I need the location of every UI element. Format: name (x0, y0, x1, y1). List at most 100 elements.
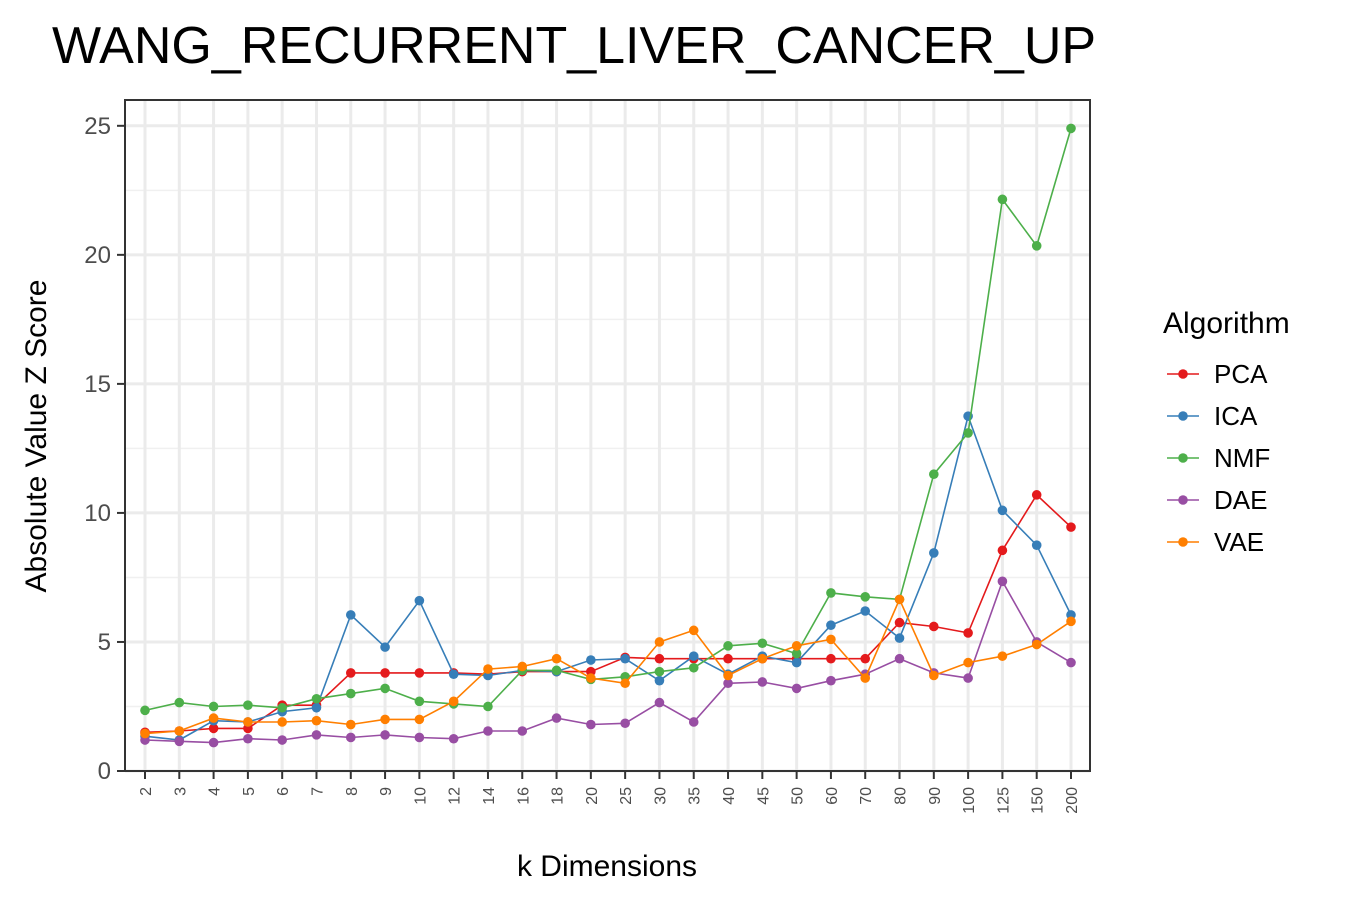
data-point (311, 715, 322, 726)
x-tick-label: 35 (687, 787, 704, 805)
y-axis-title: Absolute Value Z Score (20, 280, 53, 593)
x-tick-label: 25 (618, 787, 635, 805)
data-point (860, 653, 871, 664)
legend-item-pca: PCA (1167, 359, 1268, 389)
data-point (1066, 522, 1076, 532)
x-tick-label: 16 (515, 787, 532, 805)
data-point (586, 719, 596, 730)
data-point (723, 653, 733, 664)
x-tick-label: 9 (378, 787, 395, 796)
data-point (620, 718, 630, 729)
series-pca (140, 490, 1076, 738)
data-point (243, 700, 253, 710)
legend-label: NMF (1214, 443, 1270, 473)
data-point (448, 696, 459, 707)
data-point (791, 683, 802, 694)
data-point (380, 683, 390, 694)
data-point (757, 653, 768, 664)
x-tick-label: 100 (961, 787, 978, 814)
data-point (997, 505, 1008, 516)
data-point (448, 669, 459, 680)
x-tick-label: 12 (447, 787, 464, 805)
data-point (620, 653, 630, 664)
data-point (243, 733, 253, 744)
data-point (894, 617, 905, 628)
data-point (380, 668, 390, 678)
data-point (860, 606, 871, 616)
data-point (277, 702, 287, 713)
data-point (483, 726, 493, 736)
data-point (894, 633, 905, 643)
y-tick-label: 5 (98, 629, 111, 656)
data-point (929, 548, 939, 558)
legend-key-point (1178, 369, 1188, 379)
data-point (311, 693, 322, 704)
data-point (1066, 616, 1076, 627)
data-point (551, 653, 562, 664)
data-point (654, 653, 665, 664)
data-point (208, 701, 219, 712)
data-point (208, 737, 219, 748)
data-point (791, 641, 802, 651)
data-point (174, 697, 185, 708)
data-point (243, 717, 253, 727)
data-point (277, 735, 287, 745)
data-point (688, 662, 699, 673)
x-tick-label: 18 (550, 787, 567, 805)
legend-key-point (1178, 411, 1188, 421)
x-tick-label: 20 (584, 787, 601, 805)
x-axis: 2 3 4 5 6 7 8 9 10 12 14 16 18 20 25 30 35 40 45 50 60 70 80 90… (138, 771, 1081, 814)
data-point (757, 677, 768, 687)
data-point (826, 620, 836, 630)
data-point (826, 675, 836, 686)
data-point (140, 705, 150, 716)
series-layer (140, 123, 1076, 748)
data-point (380, 642, 390, 652)
series-line (144, 493, 1072, 734)
legend-item-ica: ICA (1167, 401, 1258, 431)
data-point (826, 588, 836, 598)
x-tick-label: 60 (824, 787, 841, 805)
x-tick-label: 80 (893, 787, 910, 805)
legend-label: PCA (1214, 359, 1268, 389)
data-point (929, 469, 939, 480)
data-point (654, 675, 665, 686)
data-point (860, 673, 871, 683)
legend-title: Algorithm (1163, 307, 1290, 340)
data-point (620, 678, 630, 689)
data-point (380, 714, 390, 725)
data-point (208, 723, 219, 734)
y-tick-label: 0 (98, 758, 111, 785)
y-tick-label: 20 (84, 242, 111, 269)
data-point (963, 628, 973, 638)
data-point (1031, 540, 1042, 550)
data-point (345, 732, 356, 743)
data-point (963, 428, 973, 438)
data-point (723, 678, 733, 689)
y-tick-label: 25 (84, 113, 111, 140)
series-vae (140, 594, 1076, 739)
data-point (997, 576, 1008, 587)
data-point (654, 666, 665, 677)
data-point (345, 688, 356, 699)
series-line (144, 597, 1072, 735)
data-point (894, 653, 905, 664)
data-point (997, 651, 1008, 661)
data-point (791, 657, 802, 668)
data-point (929, 670, 939, 681)
data-point (929, 621, 939, 632)
data-point (174, 726, 185, 736)
x-tick-label: 3 (172, 787, 189, 796)
x-tick-label: 10 (412, 787, 429, 805)
data-point (551, 665, 562, 676)
series-line (144, 413, 1072, 741)
y-axis: 0 5 10 15 20 25 (84, 113, 125, 785)
y-tick-label: 15 (84, 371, 111, 398)
data-point (757, 638, 768, 649)
grid-minor (125, 189, 1090, 708)
data-point (654, 637, 665, 647)
data-point (414, 668, 425, 678)
legend-label: ICA (1214, 401, 1258, 431)
data-point (586, 673, 596, 683)
